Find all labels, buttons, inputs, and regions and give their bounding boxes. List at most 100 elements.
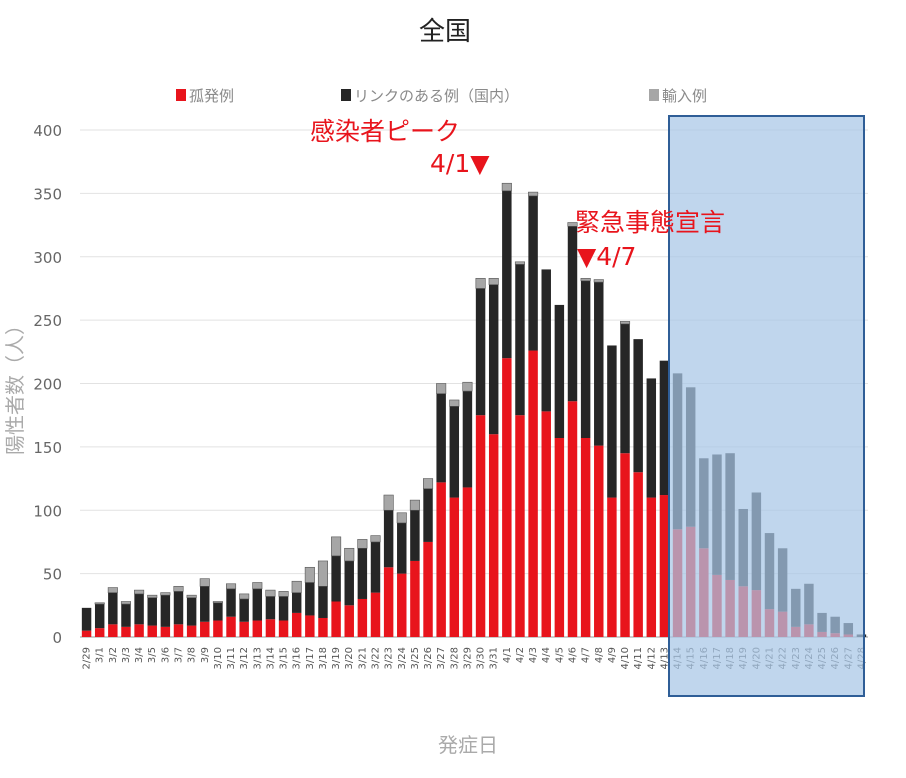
- bar-segment: [462, 381, 473, 392]
- annotation-peak-date: 4/1▼: [430, 149, 490, 178]
- bar-segment: [81, 607, 92, 631]
- x-tick-label: 3/20: [344, 647, 355, 669]
- x-tick-label: 3/19: [331, 647, 342, 669]
- bar-segment: [108, 592, 118, 625]
- bar-segment: [226, 583, 237, 590]
- bar-segment: [199, 578, 210, 587]
- bar-segment: [659, 360, 670, 496]
- x-tick-label: 3/15: [279, 647, 290, 669]
- legend-swatch-imported: [649, 89, 659, 101]
- bar-segment: [383, 494, 394, 511]
- bar-segment: [607, 345, 617, 498]
- bar-segment: [594, 445, 604, 637]
- bar-segment: [94, 604, 105, 629]
- bar-segment: [147, 597, 157, 626]
- y-tick-label: 400: [33, 122, 62, 140]
- x-tick-label: 3/23: [384, 647, 395, 669]
- x-tick-label: 3/30: [476, 647, 487, 669]
- bar-segment: [344, 560, 354, 606]
- y-tick-label: 250: [33, 312, 62, 330]
- bar-segment: [121, 604, 131, 627]
- bar-segment: [94, 628, 105, 637]
- bar-segment: [449, 399, 460, 407]
- legend: 孤発例 リンクのある例（国内） 輸入例: [176, 87, 707, 105]
- bar-segment: [186, 594, 197, 599]
- x-tick-label: 4/9: [607, 647, 618, 663]
- bar-segment: [515, 415, 525, 637]
- bar-segment: [134, 624, 144, 637]
- bar-segment: [357, 548, 368, 599]
- y-tick-label: 150: [33, 439, 62, 457]
- bar-segment: [147, 594, 158, 599]
- x-tick-label: 3/10: [213, 647, 224, 669]
- bar-segment: [160, 626, 171, 637]
- x-tick-label: 3/11: [226, 647, 237, 669]
- bar-segment: [449, 497, 460, 637]
- bar-segment: [121, 626, 131, 637]
- bar-segment: [252, 588, 263, 621]
- bar-segment: [514, 261, 525, 265]
- bar-segment: [541, 269, 551, 412]
- x-axis-label: 発症日: [438, 733, 498, 757]
- legend-label-imported: 輸入例: [662, 87, 707, 105]
- x-tick-label: 3/21: [357, 647, 368, 669]
- x-tick-label: 4/8: [594, 647, 605, 663]
- bar-segment: [502, 358, 512, 637]
- bar-segment: [646, 378, 657, 498]
- legend-swatch-isolated: [176, 89, 186, 101]
- bar-segment: [304, 566, 315, 583]
- bar-segment: [488, 277, 499, 285]
- x-tick-label: 4/4: [541, 647, 552, 663]
- bar-segment: [107, 587, 118, 593]
- bar-segment: [160, 595, 171, 627]
- x-tick-label: 3/31: [489, 647, 500, 669]
- y-tick-label: 300: [33, 249, 62, 267]
- bar-segment: [580, 277, 591, 282]
- bar-segment: [370, 541, 381, 593]
- bar-segment: [594, 282, 604, 446]
- bar-segment: [528, 191, 539, 197]
- bar-segment: [383, 567, 394, 637]
- y-tick-label: 50: [43, 566, 62, 584]
- annotation-emergency-date: ▼4/7: [577, 242, 636, 271]
- bar-segment: [462, 487, 473, 637]
- x-tick-label: 4/3: [528, 647, 539, 663]
- bar-segment: [305, 615, 315, 637]
- x-tick-label: 3/26: [423, 647, 434, 669]
- bar-segment: [331, 601, 341, 637]
- bar-segment: [344, 605, 354, 637]
- annotation-emergency-label: 緊急事態宣言: [575, 208, 725, 237]
- x-tick-label: 2/29: [82, 647, 93, 669]
- x-tick-label: 3/1: [95, 647, 106, 663]
- x-tick-label: 3/14: [265, 647, 276, 669]
- bar-segment: [423, 541, 433, 637]
- x-tick-label: 4/13: [659, 647, 670, 669]
- bar-segment: [200, 621, 210, 637]
- x-tick-label: 3/24: [397, 647, 408, 669]
- x-tick-label: 3/6: [160, 647, 171, 663]
- x-tick-label: 3/7: [174, 647, 185, 663]
- bar-segment: [501, 182, 512, 192]
- legend-swatch-linked: [341, 89, 351, 101]
- y-tick-label: 100: [33, 502, 62, 520]
- bar-segment: [94, 602, 105, 605]
- x-tick-label: 3/8: [187, 647, 198, 663]
- bar-segment: [633, 472, 643, 637]
- forecast-highlight-box: [668, 115, 865, 697]
- x-tick-label: 3/12: [239, 647, 250, 669]
- bar-segment: [580, 438, 591, 637]
- bar-segment: [370, 592, 381, 637]
- bar-segment: [383, 510, 394, 568]
- x-tick-label: 3/5: [147, 647, 158, 663]
- bar-segment: [239, 621, 249, 637]
- x-tick-label: 3/27: [436, 647, 447, 669]
- bar-segment: [541, 411, 551, 637]
- bar-segment: [397, 522, 407, 574]
- bar-segment: [475, 415, 486, 637]
- bar-segment: [449, 406, 460, 498]
- bar-segment: [147, 625, 157, 637]
- bar-segment: [108, 624, 118, 637]
- x-tick-label: 4/11: [633, 647, 644, 669]
- bar-segment: [252, 582, 263, 590]
